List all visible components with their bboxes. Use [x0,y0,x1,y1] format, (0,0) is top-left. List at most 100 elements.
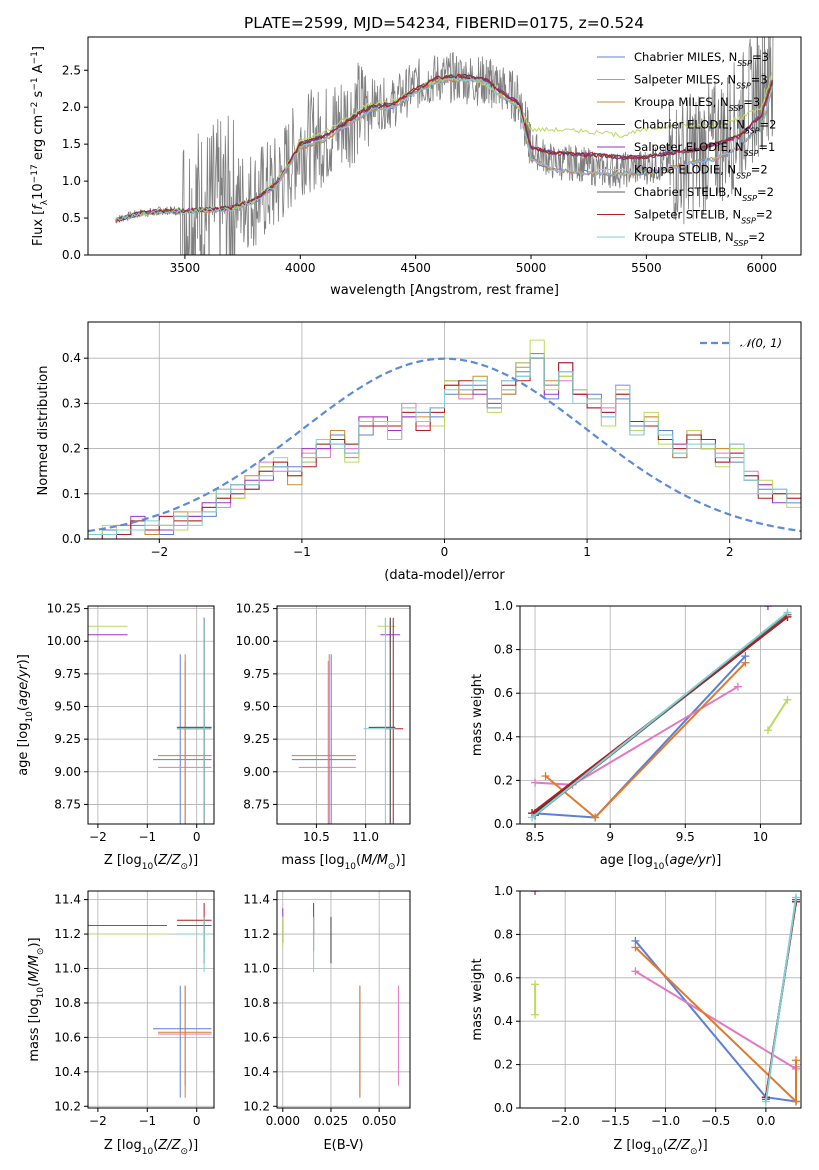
y-tick-label: 0.1 [62,487,81,501]
x-tick-label: 0 [193,830,201,844]
histogram-plot-area [88,339,801,539]
label-part: ( [153,1138,158,1153]
label-part: Z/Z [667,1138,691,1153]
y-tick-label: 10.00 [236,634,270,648]
y-tick-label: 0.2 [494,1058,513,1072]
label-part: ⊙ [180,1147,188,1157]
y-tick-label: 0.0 [62,248,81,262]
y-tick-label: 0.4 [494,1014,513,1028]
y-tick-label: 9.75 [54,667,81,681]
y-tick-label: 11.0 [54,962,81,976]
ebv-mass-frame [276,890,411,1109]
y-tick-label: 9.75 [243,667,270,681]
label-part: Flux [ [31,210,46,246]
gaussian-curve [88,357,801,533]
y-tick-label: 0.0 [62,532,81,546]
label-part: SSP [737,59,752,68]
y-tick-label: 0.2 [62,442,81,456]
y-tick-label: 0.4 [494,730,513,744]
x-tick-label: 11.0 [352,830,379,844]
label-part: =3 [752,50,769,64]
label-part: f [31,203,46,210]
label-part: N [725,230,734,244]
y-tick-label: 9.50 [243,700,270,714]
label-part: age [log [16,723,31,776]
x-tick-label: 6000 [747,261,778,275]
label-part: =2 [760,118,777,132]
x-tick-label: 0.0 [756,1114,775,1128]
y-tick-label: 11.0 [243,962,270,976]
x-tick-label: −1.0 [651,1114,680,1128]
label-part: =2 [757,185,774,199]
x-tick-label: −2.0 [551,1114,580,1128]
weight-line-5 [767,699,789,731]
label-part: )] [27,937,42,947]
label-part: Z [log [104,1138,142,1153]
y-tick-label: 1.5 [62,137,81,151]
label-part: =2 [756,208,773,222]
y-tick-label: 9.00 [243,765,270,779]
x-tick-label: −1 [138,1114,156,1128]
label-part: −17 [30,164,40,183]
label-part: )] [711,853,721,868]
legend-label: Salpeter MILES, NSSP=3 [634,73,768,91]
label-part: 10 [142,862,154,872]
y-tick-label: 10.8 [243,996,270,1010]
y-tick-label: 10.00 [47,634,81,648]
x-tick-label: 10 [753,830,768,844]
x-axis-label: age [log10(age/yr)] [600,853,722,872]
label-part: M/M [27,955,42,982]
y-tick-label: 2.0 [62,100,81,114]
y-axis-label: mass [log10(M/M⊙)] [27,937,46,1061]
label-part: λ [40,199,50,205]
label-part: −2 [30,102,40,115]
z-mass-axes: −2 −1 0 10.2 10.4 10.6 10.8 11.0 11.2 11.4 [54,891,214,1128]
mass-age-plot-area [291,617,404,824]
y-tick-label: 10.8 [54,996,81,1010]
y-tick-label: 0.8 [494,643,513,657]
y-tick-label: 10.25 [47,602,81,616]
label-part: N [732,208,741,222]
y-axis-label: Flux [fλ10−17 erg cm−2 s−1 A−1] [30,46,50,246]
label-part: =2 [748,230,765,244]
z-weight-frame [519,890,802,1109]
y-tick-label: 2.5 [62,63,81,77]
label-part: ( [153,853,158,868]
label-part: N [735,140,744,154]
y-tick-label: 0.4 [62,351,81,365]
y-tick-label: 10.6 [243,1030,270,1044]
spectrum-plot-area [115,37,774,255]
weight-line-2 [544,662,747,819]
x-axis-label: (data-model)/error [384,568,505,583]
z-weight-plot-area [531,891,800,1106]
label-part: )] [16,654,31,664]
label-part: SSP [729,104,744,113]
x-tick-label: 4000 [285,261,316,275]
x-tick-label: 5000 [516,261,547,275]
x-tick-label: 2 [726,545,734,559]
label-part: Z/Z [157,853,181,868]
label-part: )] [188,853,198,868]
label-part: SSP [742,194,757,203]
legend-label: Kroupa ELODIE, NSSP=2 [634,163,768,181]
label-part: N [729,50,738,64]
residual-legend: 𝒩(0, 1) [700,336,782,350]
label-part: 10 [345,862,357,872]
label-part: ⊙ [180,862,188,872]
y-tick-label: 0.5 [62,211,81,225]
y-tick-label: 10.25 [236,602,270,616]
label-part: SSP [741,216,756,225]
label-part: SSP [734,239,749,248]
weight-line-8 [531,611,789,819]
x-tick-label: −2 [89,830,107,844]
x-tick-label: −2 [150,545,168,559]
x-tick-label: 8.5 [525,830,544,844]
mass-age-axes: 10.5 11.0 8.75 9.00 9.25 9.50 9.75 10.00 10.25 [236,602,410,844]
model-line-8 [115,77,773,221]
x-axis-label: wavelength [Angstrom, rest frame] [330,283,559,298]
x-tick-label: −1.5 [601,1114,630,1128]
chart-title: PLATE=2599, MJD=54234, FIBERID=0175, z=0… [244,14,644,32]
mass-age-frame [276,605,411,825]
label-part: A [31,64,46,77]
